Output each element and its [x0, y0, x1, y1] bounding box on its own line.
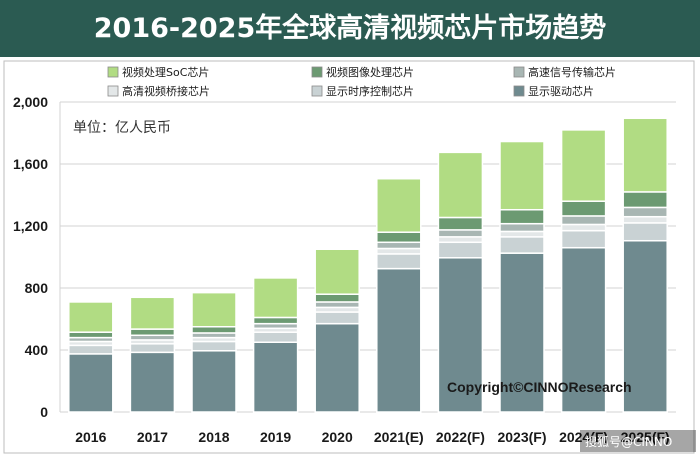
bar-segment: [376, 231, 422, 244]
legend-label: 高速信号传输芯片: [528, 65, 616, 79]
bar-segment: [376, 241, 422, 250]
legend-swatch: [513, 85, 525, 97]
x-tick-label: 2023(F): [497, 429, 546, 445]
x-tick-label: 2024(F): [559, 429, 608, 445]
x-tick-label: 2018: [198, 429, 229, 445]
bar-segment: [437, 216, 484, 231]
bar-segment: [191, 350, 237, 413]
bar-segment: [622, 222, 668, 242]
bar-segment: [560, 200, 607, 217]
legend-swatch: [311, 66, 323, 78]
legend-swatch: [107, 66, 119, 78]
bar-segment: [622, 206, 668, 218]
legend-swatch: [311, 85, 323, 97]
x-tick-label: 2017: [137, 429, 168, 445]
bar-segment: [560, 215, 607, 226]
bar-segment: [499, 140, 545, 211]
bar-segment: [376, 267, 422, 413]
unit-label: 单位：亿人民币: [73, 120, 171, 136]
legend-label: 显示时序控制芯片: [326, 84, 414, 98]
bar-segment: [68, 344, 114, 355]
bar-segment: [252, 316, 299, 325]
chart-title: 2016-2025年全球高清视频芯片市场趋势: [93, 13, 607, 44]
y-tick-label: 2,000: [13, 94, 48, 110]
bar-segment: [622, 215, 668, 224]
bar-segment: [376, 247, 422, 255]
y-tick-label: 400: [25, 342, 49, 358]
bar-segment: [376, 177, 422, 233]
legend-label: 高清视频桥接芯片: [122, 84, 210, 98]
bar-segment: [499, 252, 545, 413]
x-tick-label: 2019: [260, 429, 291, 445]
bar-segment: [129, 296, 176, 330]
legend-label: 视频处理SoC芯片: [122, 65, 209, 79]
bar-segment: [68, 331, 114, 339]
bar-segment: [499, 208, 545, 225]
bar-segment: [252, 277, 299, 319]
bar-segment: [437, 257, 484, 413]
legend-swatch: [513, 66, 525, 78]
y-tick-label: 1,600: [13, 156, 48, 172]
bar-segment: [252, 341, 299, 413]
watermark-bg: [580, 430, 696, 452]
title-bar: 2016-2025年全球高清视频芯片市场趋势: [0, 0, 700, 57]
bar-segment: [191, 291, 237, 328]
bar-segment: [622, 239, 668, 413]
bar-segment: [376, 253, 422, 270]
legend-swatch: [107, 85, 119, 97]
x-tick-label: 2020: [322, 429, 353, 445]
bar-segment: [499, 222, 545, 233]
bar-segment: [499, 236, 545, 254]
watermark-text: 搜狐号@CINNO: [585, 434, 672, 449]
bar-segment: [560, 229, 607, 249]
bar-segment: [129, 351, 176, 413]
bar-segment: [191, 326, 237, 334]
bar-segment: [314, 301, 360, 309]
copyright-text: Copyright©CINNOResearch: [447, 379, 632, 395]
bar-segment: [129, 343, 176, 354]
bar-segment: [129, 328, 176, 337]
legend-label: 视频图像处理芯片: [326, 65, 414, 79]
bar-segment: [560, 223, 607, 232]
bar-segment: [560, 129, 607, 202]
bar-segment: [314, 248, 360, 295]
bar-segment: [622, 191, 668, 209]
y-tick-label: 1,200: [13, 218, 48, 234]
x-tick-label: 2016: [75, 429, 106, 445]
bar-segment: [622, 117, 668, 193]
y-tick-label: 0: [40, 404, 48, 420]
x-tick-label: 2021(E): [374, 429, 424, 445]
bar-segment: [314, 293, 360, 303]
bar-segment: [437, 236, 484, 244]
bar-segment: [314, 322, 360, 413]
bar-segment: [499, 230, 545, 238]
bar-segment: [191, 340, 237, 352]
bar-segment: [437, 229, 484, 238]
bar-segment: [68, 301, 114, 333]
bar-segment: [252, 331, 299, 343]
x-tick-label: 2022(F): [436, 429, 485, 445]
bar-segment: [314, 311, 360, 325]
bar-segment: [437, 151, 484, 219]
legend-label: 显示驱动芯片: [528, 84, 594, 98]
bar-segment: [437, 241, 484, 259]
x-tick-label: 2025(F): [621, 429, 670, 445]
bar-segment: [68, 353, 114, 413]
y-tick-label: 800: [25, 280, 49, 296]
